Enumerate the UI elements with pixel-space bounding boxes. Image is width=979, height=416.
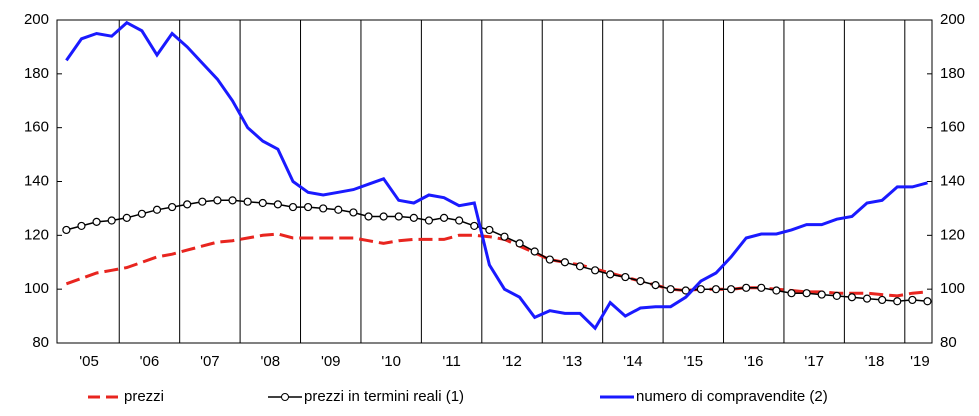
x-tick-label: '16 [744,353,764,370]
point [303,202,313,212]
point [183,200,192,209]
y2-tick-label: 180 [940,65,965,82]
point [92,217,101,226]
legend-label: numero di compravendite (2) [636,388,828,405]
point [77,221,86,231]
x-tick-label: '14 [623,353,643,370]
series-line [65,20,928,331]
point [424,216,434,225]
point [228,196,237,205]
point [651,281,660,290]
point [878,295,887,305]
y-tick-label: 80 [32,334,49,351]
point [893,297,902,306]
y-tick-label: 160 [24,119,49,136]
point [273,200,282,209]
point [439,213,449,222]
y-tick-label: 100 [24,280,49,297]
series-line [65,232,928,298]
legend-label: prezzi [124,388,164,405]
point [500,232,509,241]
point [319,204,328,213]
point [107,216,116,225]
point [742,283,751,292]
point [364,212,373,221]
point [621,272,630,282]
x-tick-label: '08 [261,353,281,370]
point [606,270,615,279]
y-tick-label: 120 [24,226,49,243]
point [772,286,781,295]
x-tick-label: '17 [804,353,824,370]
legend-label: prezzi in termini reali (1) [304,388,464,405]
point [258,198,267,208]
x-tick-label: '19 [910,353,930,370]
point [696,285,705,294]
point [847,293,857,302]
point [198,197,207,206]
point [349,208,358,217]
y2-tick-label: 200 [940,11,965,28]
point [787,289,796,298]
y2-tick-label: 160 [940,119,965,136]
x-tick-label: '09 [321,353,341,370]
point [485,225,494,235]
point [711,285,721,294]
point [530,247,539,256]
x-tick-label: '15 [684,353,704,370]
plot-frame [56,19,933,344]
point [62,225,71,235]
x-tick-label: '07 [200,353,220,370]
point [152,205,162,214]
point [636,276,645,286]
point [168,202,177,212]
point [288,202,298,212]
point [575,262,585,271]
point [908,295,917,305]
point [832,291,841,300]
y2-tick-label: 80 [940,334,957,351]
point [470,221,479,231]
x-tick-label: '10 [381,353,401,370]
point [817,290,826,299]
point [681,286,690,295]
point [334,205,343,214]
y2-tick-label: 120 [940,226,965,243]
point [455,216,464,225]
point [243,197,252,206]
x-tick-label: '06 [140,353,160,370]
point [394,212,403,221]
point [409,213,418,222]
y-tick-label: 200 [24,11,49,28]
point [591,266,600,275]
point [726,285,736,294]
series-line [66,199,928,303]
point [122,213,131,222]
y2-tick-label: 140 [940,172,965,189]
point [802,289,811,298]
point [137,209,147,218]
point [757,283,766,292]
point [560,258,569,267]
y2-tick-label: 100 [940,280,965,297]
point [862,294,872,303]
x-tick-label: '11 [442,353,460,370]
legend-marker [281,393,289,401]
point [379,212,388,221]
point [515,239,524,248]
x-tick-label: '13 [563,353,583,370]
point [666,285,675,294]
x-tick-label: '12 [502,353,522,370]
y-tick-label: 180 [24,65,49,82]
point [213,196,222,205]
point [923,297,932,306]
x-tick-label: '05 [79,353,99,370]
x-tick-label: '18 [865,353,885,370]
y-tick-label: 140 [24,172,49,189]
point [545,255,554,264]
